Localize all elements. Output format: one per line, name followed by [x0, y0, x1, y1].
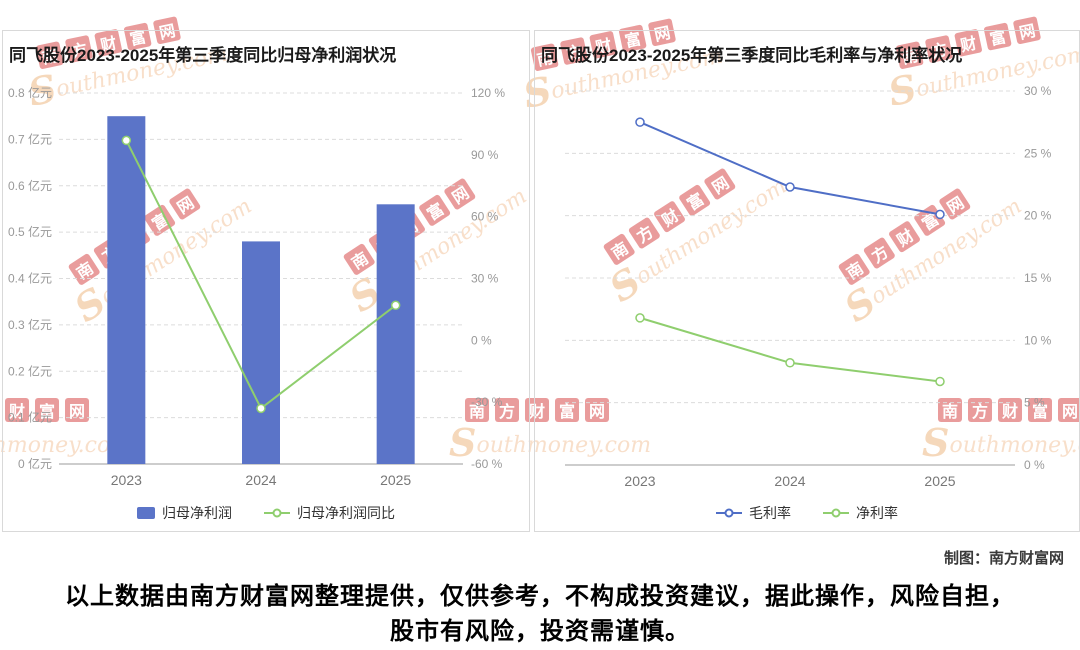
- line-series-1: [639, 316, 941, 383]
- data-point: [935, 376, 945, 387]
- axis-tick-label: -30 %: [471, 395, 503, 409]
- line-swatch: [823, 508, 849, 518]
- axis-tick-label: -60 %: [471, 457, 503, 471]
- axis-tick-label: 5 %: [1024, 396, 1045, 410]
- margins-chart-card: 同飞股份2023-2025年第三季度同比毛利率与净利率状况 0 % 5 % 10 %…: [534, 30, 1080, 532]
- axis-tick-label: 30 %: [471, 272, 499, 286]
- x-axis-label: 2024: [245, 472, 276, 488]
- chart-credit: 制图：南方财富网: [943, 550, 1064, 567]
- x-axis-label: 2023: [111, 472, 142, 488]
- net-profit-chart-card: 同飞股份2023-2025年第三季度同比归母净利润状况 0 亿元 0.1 亿元 0.…: [2, 30, 530, 532]
- data-point: [390, 300, 401, 311]
- data-point: [785, 182, 795, 192]
- axis-tick-label: 20 %: [1024, 209, 1052, 223]
- data-point: [785, 358, 795, 368]
- line-series-0: [639, 121, 941, 216]
- line-swatch: [716, 508, 742, 518]
- x-axis-label: 2023: [624, 473, 655, 489]
- axis-tick-label: 0.8 亿元: [8, 85, 52, 100]
- bar-2025: [376, 204, 415, 465]
- axis-tick-label: 0.5 亿元: [8, 224, 52, 239]
- axis-tick-label: 0.1 亿元: [8, 410, 52, 425]
- data-point: [635, 313, 645, 323]
- legend-item-net-margin[interactable]: 净利率: [823, 503, 898, 523]
- x-axis-label: 2025: [924, 473, 955, 489]
- axis-tick-label: 25 %: [1024, 146, 1052, 160]
- disclaimer-text: 以上数据由南方财富网整理提供，仅供参考，不构成投资建议，据此操作，风险自担，股市…: [65, 583, 1015, 645]
- legend-item-gross-margin[interactable]: 毛利率: [716, 503, 791, 523]
- x-axis-label: 2024: [774, 473, 805, 489]
- axis-tick-label: 0.3 亿元: [8, 317, 52, 332]
- bar-2024: [242, 241, 280, 464]
- bar-2023: [107, 116, 146, 464]
- legend-item-net-profit[interactable]: 归母净利润: [137, 503, 232, 523]
- legend-label-gross-margin: 毛利率: [749, 505, 791, 521]
- axis-tick-label: 0.7 亿元: [8, 131, 52, 146]
- legend-label-net-profit-yoy: 归母净利润同比: [297, 505, 395, 521]
- axis-tick-label: 10 %: [1024, 333, 1052, 347]
- axis-tick-label: 60 %: [471, 210, 499, 224]
- axis-tick-label: 15 %: [1024, 271, 1052, 285]
- margins-line-chart: 0 % 5 % 10 % 15 % 20 % 25 % 30 % 2023 2024 2025: [565, 84, 1052, 489]
- axis-tick-label: 30 %: [1024, 84, 1052, 98]
- legend-item-net-profit-yoy[interactable]: 归母净利润同比: [264, 503, 395, 523]
- net-profit-bar-line-chart: 0 亿元 0.1 亿元 0.2 亿元 0.3 亿元 0.4 亿元 0.5 亿元 0.6 亿元…: [8, 85, 505, 488]
- margins-legend: 毛利率 净利率: [535, 497, 1079, 529]
- data-point: [935, 209, 945, 220]
- data-point: [121, 135, 132, 146]
- axis-tick-label: 0.6 亿元: [8, 178, 52, 193]
- axis-tick-label: 90 %: [471, 148, 499, 162]
- data-point: [635, 117, 645, 127]
- axis-tick-label: 0 %: [471, 333, 492, 347]
- bar-swatch: [137, 507, 155, 519]
- legend-label-net-profit: 归母净利润: [162, 505, 232, 521]
- x-axis-label: 2025: [380, 472, 411, 488]
- axis-tick-label: 0 亿元: [18, 456, 52, 471]
- axis-tick-label: 0.2 亿元: [8, 363, 52, 378]
- chart-title-margins: 同飞股份2023-2025年第三季度同比毛利率与净利率状况: [541, 46, 963, 65]
- legend-label-net-margin: 净利率: [856, 505, 898, 521]
- data-point: [256, 403, 266, 414]
- axis-tick-label: 0.4 亿元: [8, 271, 52, 286]
- axis-tick-label: 120 %: [471, 86, 505, 100]
- axis-tick-label: 0 %: [1024, 458, 1045, 472]
- line-swatch: [264, 508, 290, 518]
- chart-title-net-profit: 同飞股份2023-2025年第三季度同比归母净利润状况: [9, 46, 397, 65]
- net-profit-legend: 归母净利润 归母净利润同比: [3, 497, 529, 529]
